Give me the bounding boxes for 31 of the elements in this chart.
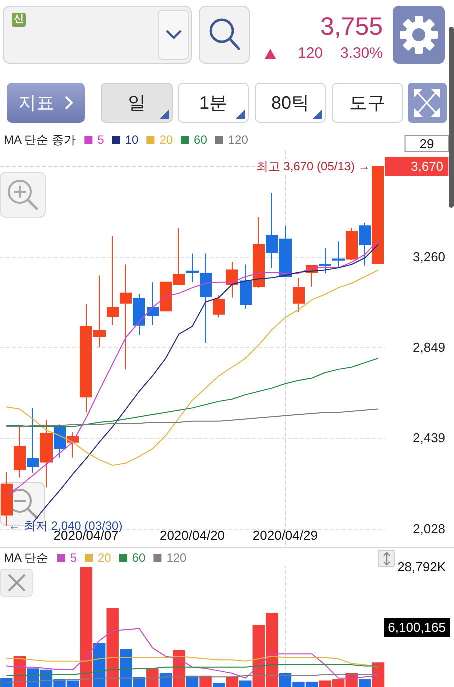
text: 29 <box>420 136 434 152</box>
dropdown-field: 신 <box>3 6 192 64</box>
x-tick-label: 2020/04/20 <box>160 528 226 543</box>
text: 일 <box>128 93 146 113</box>
legend-label: 60 <box>132 551 146 565</box>
text: 1분 <box>199 93 228 113</box>
legend-label: 120 <box>166 551 188 565</box>
legend-label: 20 <box>98 551 112 565</box>
text: 28,792K <box>398 560 446 574</box>
y-tick-label: 3,260 <box>413 250 446 265</box>
text: 지표 <box>18 93 54 113</box>
legend-title: MA 단순 <box>4 551 49 565</box>
text: 6,100,165 <box>388 620 446 635</box>
text: 120 <box>298 45 324 63</box>
annotation: 최고 3,670 (05/13) → <box>256 160 370 174</box>
ref-line-label: 3,670 <box>411 159 444 174</box>
legend-label: 120 <box>228 133 249 147</box>
text: 3,755 <box>320 12 383 42</box>
legend-label: 20 <box>160 133 174 147</box>
legend-label: 5 <box>98 133 105 147</box>
text: 3.30% <box>340 45 383 63</box>
legend-label: 60 <box>194 133 208 147</box>
text: 80틱 <box>271 93 310 113</box>
legend-label: 5 <box>70 551 78 565</box>
text: 도구 <box>350 93 386 113</box>
y-tick-label: 2,849 <box>413 340 446 356</box>
x-tick-label: 2020/04/29 <box>252 528 318 543</box>
legend-label: 10 <box>125 133 140 147</box>
y-tick-label: 2,439 <box>413 430 446 446</box>
legend-title: MA 단순 종가 <box>4 133 76 147</box>
y-tick-label: 2,028 <box>413 521 446 536</box>
